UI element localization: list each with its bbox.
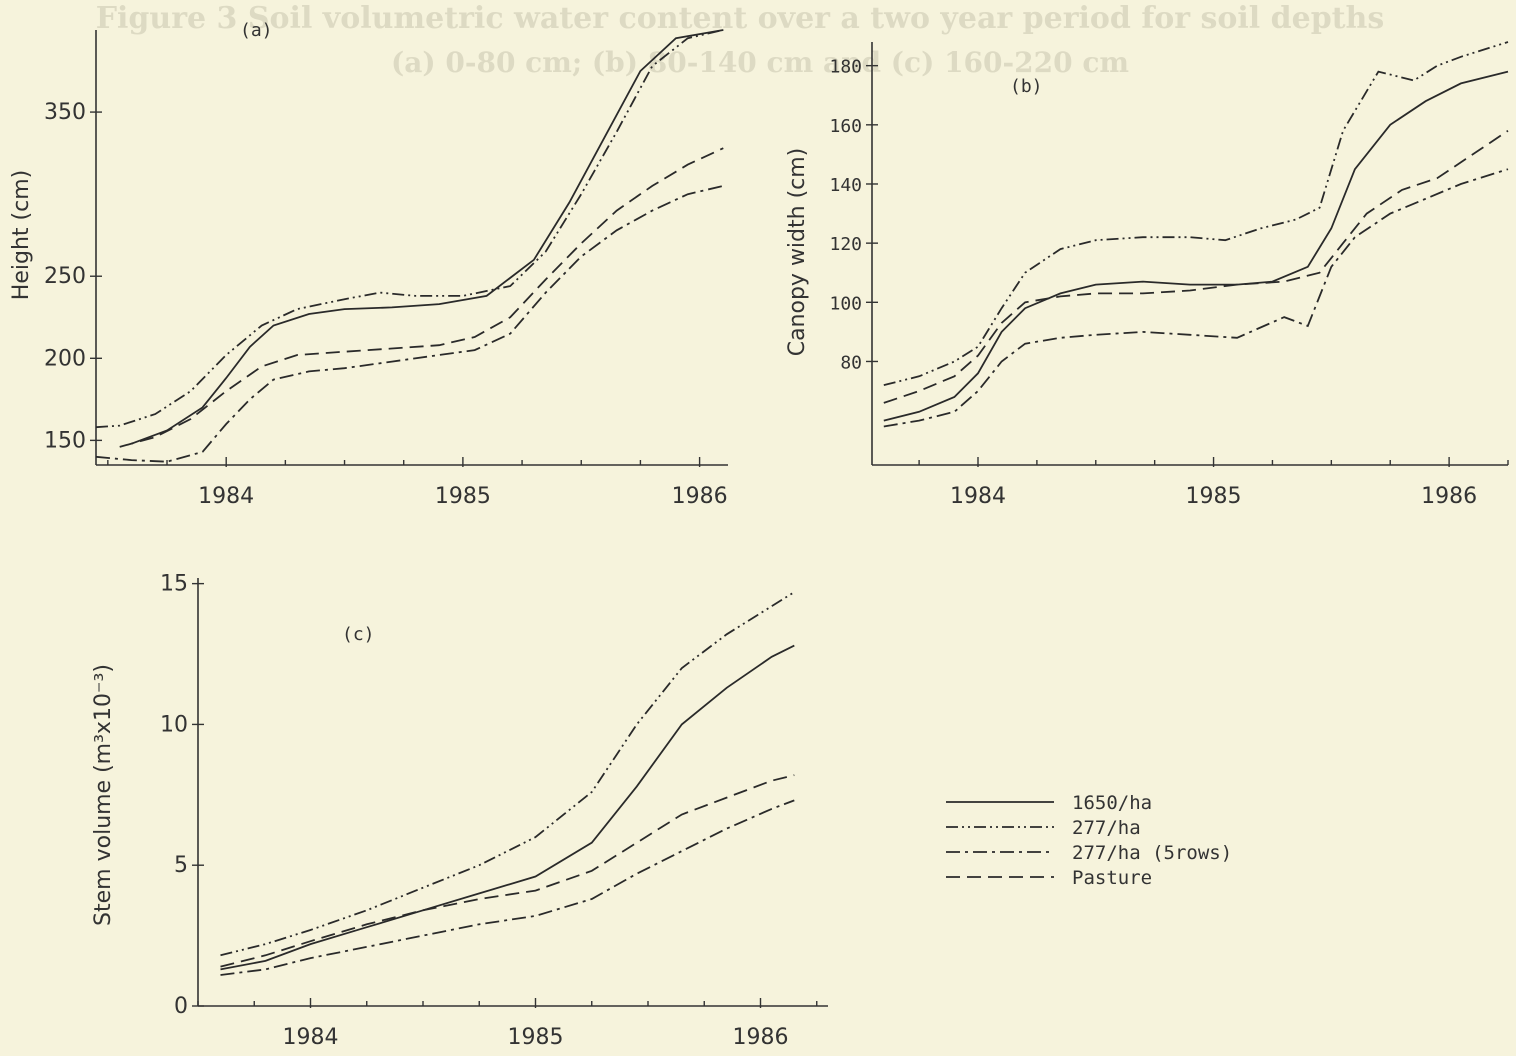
panel-a-y-tick-label: 150	[44, 428, 86, 453]
panel-c-label: (c)	[342, 624, 375, 645]
legend: 1650/ha 277/ha 277/ha (5rows) Pasture	[946, 792, 1232, 889]
panel-b-label: (b)	[1010, 76, 1043, 97]
panel-a-series	[95, 29, 724, 463]
panel-b-series-277-ha	[883, 41, 1509, 386]
panel-b-series	[883, 41, 1509, 428]
panel-b-y-tick-label: 160	[829, 116, 862, 137]
panel-b-y-tick-label: 120	[829, 234, 862, 255]
panel-c-x-tick-label: 1985	[508, 1025, 564, 1050]
panel-b-x-tick-label: 1986	[1421, 484, 1477, 509]
panel-c-y-tick-label: 5	[174, 853, 188, 878]
panel-c-series-277-ha-5rows	[220, 799, 795, 976]
panel-a-x-tick-label: 1984	[198, 484, 254, 509]
panel-a-ticks: 150 200 250 350 1984 1985 1986	[44, 100, 728, 509]
panel-b-y-tick-label: 140	[829, 175, 862, 196]
panel-c-series-277-ha	[220, 591, 795, 957]
panel-c-x-tick-label: 1984	[283, 1025, 339, 1050]
panel-a-series-277-ha-5rows	[95, 185, 724, 463]
panel-c-y-tick-label: 15	[160, 572, 188, 597]
panel-b-ticks: 80 100 120 140 160 180 1984 1985 1986	[829, 57, 1509, 509]
panel-c-series-1650-ha	[220, 644, 795, 971]
panel-a-x-tick-label: 1986	[672, 484, 728, 509]
panel-b-y-tick-label: 180	[829, 57, 862, 78]
panel-c-y-tick-label: 10	[160, 712, 188, 737]
panel-b-series-pasture	[883, 129, 1509, 404]
panel-a-axes	[95, 30, 728, 466]
panel-a-y-tick-label: 350	[44, 100, 86, 125]
panel-b-canopy-chart: (b) Canopy width (cm) 80 100 120 140 160 180 1…	[785, 41, 1509, 509]
panel-c-stem-volume-chart: (c) Stem volume (m³x10⁻³) 0 5 10 15 1984 1985…	[91, 572, 828, 1050]
panel-b-y-axis-label: Canopy width (cm)	[785, 148, 810, 357]
panel-a-label: (a)	[240, 20, 273, 41]
legend-label-0: 1650/ha	[1072, 792, 1152, 814]
panel-b-series-277-ha-5rows	[883, 168, 1509, 428]
panel-b-series-1650-ha	[883, 70, 1509, 422]
panel-b-axes	[871, 42, 1508, 466]
panel-c-ticks: 0 5 10 15 1984 1985 1986	[160, 572, 818, 1050]
panel-a-y-tick-label: 200	[44, 346, 86, 371]
legend-label-1: 277/ha	[1072, 817, 1141, 839]
panel-a-x-tick-label: 1985	[435, 484, 491, 509]
legend-label-2: 277/ha (5rows)	[1072, 842, 1232, 864]
panel-a-series-1650-ha	[131, 29, 724, 445]
panel-c-series-pasture	[220, 774, 795, 968]
panel-a-height-chart: (a) Height (cm) 150 200 250 350 1984 1985 1986	[9, 20, 728, 509]
caption-line-2: (a) 0-80 cm; (b) 80-140 cm and (c) 160-2…	[391, 46, 1129, 79]
panel-a-y-axis-label: Height (cm)	[9, 170, 34, 300]
panel-c-series	[220, 591, 795, 976]
panel-c-axes	[197, 578, 828, 1007]
panel-b-y-tick-label: 80	[840, 352, 862, 373]
caption-line-1: Figure 3 Soil volumetric water content o…	[96, 1, 1385, 36]
panel-b-x-tick-label: 1984	[950, 484, 1006, 509]
panel-c-y-tick-label: 0	[174, 994, 188, 1019]
panel-b-x-tick-label: 1985	[1186, 484, 1242, 509]
panel-b-y-tick-label: 100	[829, 293, 862, 314]
panel-c-y-axis-label: Stem volume (m³x10⁻³)	[91, 664, 116, 926]
panel-a-series-pasture	[119, 147, 724, 448]
legend-label-3: Pasture	[1072, 867, 1152, 889]
panel-c-x-tick-label: 1986	[733, 1025, 789, 1050]
panel-a-series-277-ha	[95, 29, 724, 429]
panel-a-y-tick-label: 250	[44, 264, 86, 289]
